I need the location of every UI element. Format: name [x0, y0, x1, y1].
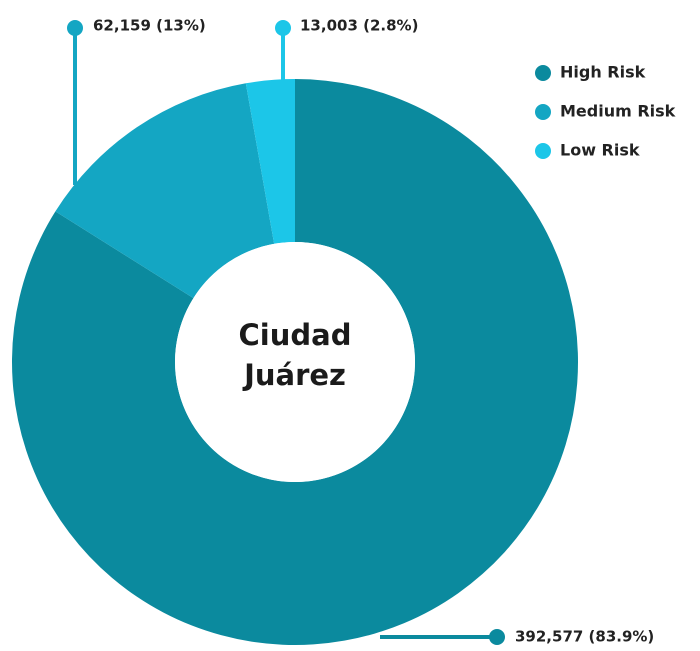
legend-label: High Risk	[560, 63, 646, 82]
donut-hole	[175, 242, 415, 482]
legend-swatch	[535, 65, 551, 81]
donut-slice	[245, 79, 295, 244]
legend-swatch	[535, 104, 551, 120]
leader-dot	[67, 20, 83, 36]
legend-swatch	[535, 143, 551, 159]
leader-dot	[489, 629, 505, 645]
donut-slice	[12, 79, 579, 646]
data-label: 62,159 (13%)	[93, 17, 206, 35]
legend-label: Medium Risk	[560, 102, 676, 121]
data-label: 13,003 (2.8%)	[300, 17, 418, 35]
donut-slice	[55, 83, 275, 299]
legend-label: Low Risk	[560, 141, 640, 160]
data-label: 392,577 (83.9%)	[515, 628, 654, 646]
center-label: Ciudad Juárez	[238, 318, 352, 392]
leader-dot	[275, 20, 291, 36]
